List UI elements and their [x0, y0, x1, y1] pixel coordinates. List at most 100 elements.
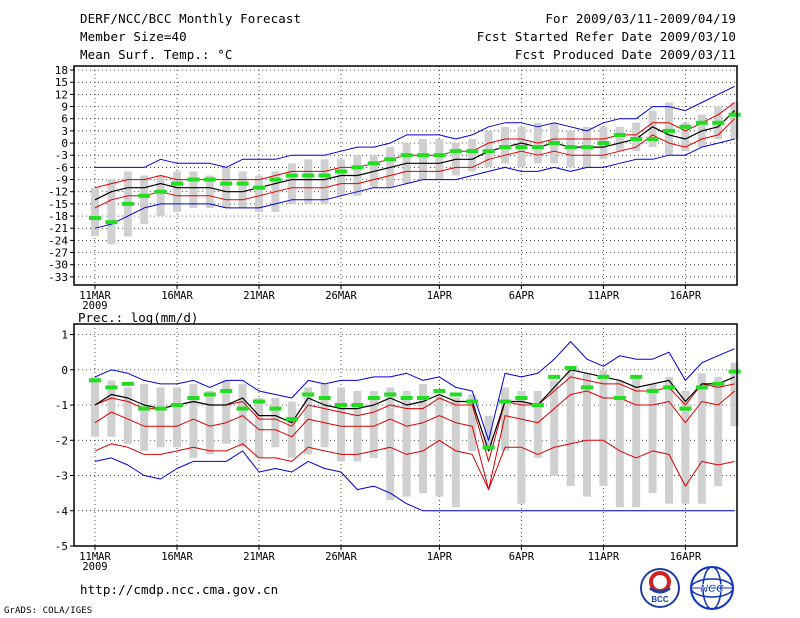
temperature-frame [73, 65, 738, 286]
logos: BCC NCC [640, 566, 734, 610]
observed-marker [597, 141, 610, 146]
ensemble-box [320, 159, 329, 204]
observed-marker [712, 381, 725, 386]
ensemble-box [156, 387, 165, 448]
observed-marker [466, 399, 479, 404]
observed-marker [630, 137, 643, 141]
observed-marker [613, 396, 626, 400]
ensemble-box [107, 380, 116, 437]
ensemble-box [107, 179, 116, 245]
y-tick-label: -30 [48, 259, 68, 272]
ncc-logo: NCC [690, 566, 734, 610]
y-tick-label: 12 [55, 88, 68, 101]
y-tick-label: 0 [61, 364, 68, 377]
x-tick-label: 1APR [427, 551, 453, 563]
observed-marker [384, 157, 397, 162]
observed-marker [269, 406, 282, 411]
observed-marker [400, 153, 413, 158]
ensemble-box [419, 383, 427, 494]
observed-marker [318, 173, 331, 178]
ensemble-min-line [94, 138, 735, 229]
ensemble-box [173, 171, 181, 212]
ensemble-box [238, 171, 247, 208]
observed-marker [105, 220, 118, 225]
ensemble-box [304, 387, 313, 455]
observed-marker [285, 417, 298, 422]
observed-marker [253, 185, 265, 190]
ensemble-box [501, 387, 509, 451]
observed-marker [663, 128, 675, 133]
observed-marker [187, 177, 200, 182]
ensemble-box [91, 187, 99, 237]
observed-marker [548, 141, 561, 146]
ensemble-box [681, 390, 690, 504]
ensemble-box [714, 376, 723, 487]
precipitation-frame [73, 323, 738, 547]
observed-marker [695, 385, 708, 390]
observed-marker [335, 169, 347, 174]
observed-marker [581, 385, 593, 390]
observed-marker [515, 396, 528, 400]
ensemble-box [205, 390, 214, 455]
x-tick-label: 11MAR [79, 290, 111, 302]
y-tick-label: 15 [55, 76, 68, 89]
y-tick-label: -3 [55, 470, 68, 483]
ensemble-box [140, 175, 149, 225]
observed-marker [121, 381, 134, 386]
ensemble-box [287, 401, 296, 458]
ensemble-box [468, 394, 477, 451]
observed-marker [285, 173, 298, 178]
ensemble-box [615, 380, 624, 508]
ensemble-box [632, 376, 641, 508]
observed-marker [335, 403, 347, 408]
observed-marker [581, 145, 593, 150]
observed-marker [187, 396, 200, 400]
y-tick-label: -12 [48, 186, 68, 199]
observed-marker [351, 403, 364, 408]
observed-marker [171, 403, 183, 408]
lower-red-2-line [94, 439, 735, 491]
ensemble-box [173, 387, 181, 448]
ensemble-box [665, 376, 673, 504]
observed-marker [499, 399, 511, 404]
observed-marker [679, 124, 692, 129]
y-tick-label: 1 [61, 329, 68, 342]
observed-marker [318, 396, 331, 400]
grads-credit: GrADS: COLA/IGES [4, 606, 93, 616]
x-tick-label: 16MAR [161, 551, 193, 563]
observed-marker [695, 120, 708, 125]
observed-marker [220, 181, 233, 186]
ensemble-box [386, 387, 395, 501]
y-tick-label: -5 [55, 540, 68, 553]
x-tick-label: 1APR [427, 290, 453, 302]
observed-marker [433, 153, 446, 158]
ensemble-box [665, 102, 673, 156]
ensemble-box [337, 159, 345, 196]
ensemble-mean-line [94, 110, 736, 201]
observed-marker [203, 177, 216, 182]
ensemble-box [435, 394, 444, 497]
ensemble-box [435, 139, 444, 180]
precip-panel-title: Prec.: log(mm/d) [78, 310, 198, 325]
ensemble-box [501, 126, 509, 164]
ncc-logo-text: NCC [700, 583, 725, 595]
ensemble-box [730, 102, 739, 139]
observed-marker [417, 153, 429, 158]
ensemble-box [255, 398, 263, 458]
x-tick-label: 21MAR [243, 290, 275, 302]
observed-marker [367, 396, 380, 400]
observed-marker [548, 374, 561, 379]
y-tick-label: -4 [55, 505, 69, 518]
ensemble-box [451, 398, 460, 508]
observed-marker [728, 369, 741, 374]
y-tick-label: -1 [55, 399, 68, 412]
x-tick-year-label: 2009 [82, 561, 107, 573]
observed-marker [564, 366, 577, 371]
x-tick-label: 11APR [588, 290, 620, 302]
observed-marker [105, 385, 118, 390]
source-url[interactable]: http://cmdp.ncc.cma.gov.cn [80, 582, 279, 597]
observed-marker [564, 145, 577, 150]
observed-marker [531, 145, 544, 150]
y-tick-label: 6 [61, 113, 68, 126]
